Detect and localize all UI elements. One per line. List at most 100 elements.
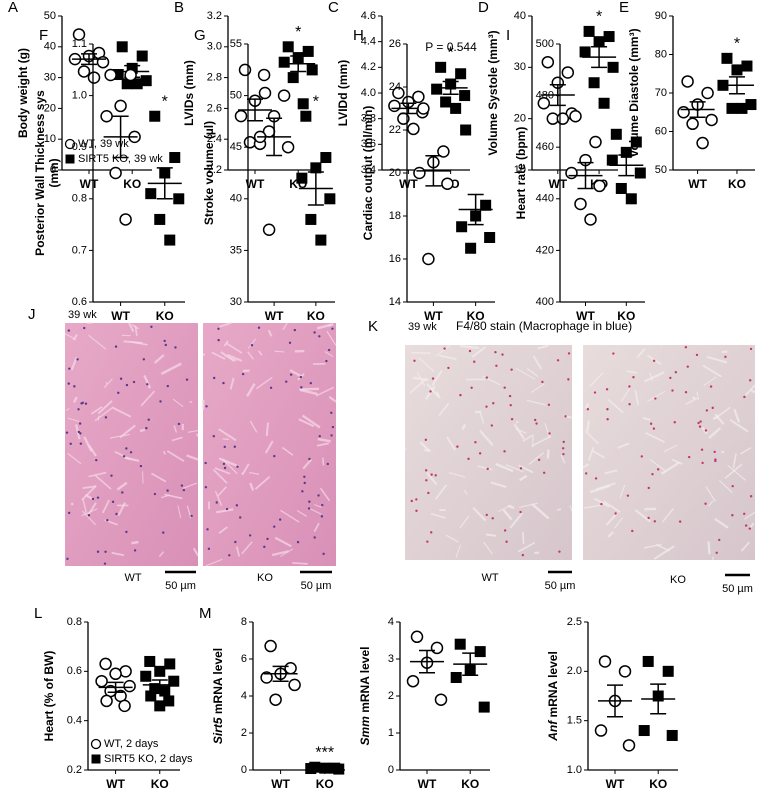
y-tick-label: 3 (388, 653, 394, 665)
data-point (95, 674, 108, 688)
tissue-fiber (517, 542, 536, 553)
nucleus (697, 421, 700, 425)
nucleus (300, 386, 303, 389)
nucleus (248, 534, 252, 537)
nucleus (313, 536, 316, 539)
data-point (243, 136, 257, 149)
tissue-fiber (426, 472, 438, 486)
nucleus (313, 331, 316, 334)
nucleus (117, 391, 120, 395)
data-point (104, 68, 117, 82)
data-point (123, 679, 136, 693)
tissue-fiber (435, 344, 452, 357)
y-tick-label: 22 (389, 124, 401, 136)
sem-bar (650, 683, 667, 715)
tissue-fiber (522, 532, 525, 545)
tissue-fiber (267, 329, 273, 337)
data-point (109, 667, 122, 681)
x-tick-label: KO (123, 177, 141, 191)
annotation: * (734, 36, 740, 53)
nucleus (584, 472, 588, 475)
nucleus (701, 461, 704, 465)
panel-label: K (368, 318, 378, 335)
nucleus (686, 365, 689, 368)
x-tick-label: WT (424, 309, 443, 323)
y-label-text: mRNA level (211, 648, 225, 718)
nucleus (684, 391, 688, 394)
nucleus (289, 373, 293, 376)
histology-image (583, 345, 755, 560)
nucleus (509, 403, 512, 407)
nucleus (217, 327, 220, 331)
tissue-fiber (589, 372, 604, 387)
data-point (234, 109, 248, 123)
legend-marker (65, 154, 75, 164)
tissue-fiber (446, 436, 457, 451)
tissue-fiber (482, 375, 501, 386)
sem-bar (577, 161, 594, 190)
data-point (541, 55, 555, 69)
nucleus (709, 385, 713, 388)
legend-marker (91, 754, 101, 764)
nucleus (145, 426, 148, 430)
sem-bar (591, 46, 608, 69)
tissue-fiber (139, 428, 146, 433)
data-point (579, 46, 591, 58)
data-point (277, 89, 291, 102)
tissue-fiber (236, 546, 240, 557)
nucleus (325, 359, 328, 363)
tissue-fiber (644, 371, 665, 383)
nucleus (76, 358, 79, 361)
tissue-fiber (215, 508, 234, 514)
data-point (87, 71, 101, 84)
tissue-fiber (280, 509, 300, 523)
data-point (701, 86, 714, 100)
tissue-fiber (706, 355, 728, 364)
annotation: * (313, 93, 319, 110)
nucleus (69, 442, 72, 445)
nucleus (83, 326, 86, 330)
data-point (124, 68, 137, 82)
nucleus (322, 552, 325, 556)
data-point (638, 725, 650, 737)
nucleus (239, 516, 242, 519)
tissue-fiber (708, 500, 714, 507)
nucleus (309, 381, 312, 385)
data-point (154, 213, 166, 225)
tissue-fiber (218, 526, 228, 534)
nucleus (426, 540, 429, 543)
tissue-fiber (655, 543, 670, 552)
x-tick-label: WT (111, 309, 130, 323)
data-point (618, 665, 632, 678)
y-axis-label: Heart (% of BW) (42, 651, 56, 742)
nucleus (415, 498, 418, 501)
data-point (100, 694, 113, 708)
tissue-fiber (430, 512, 446, 519)
tissue-fiber (271, 550, 289, 557)
nucleus (567, 352, 571, 355)
tissue-fiber (249, 471, 260, 475)
nucleus (132, 380, 136, 384)
nucleus (331, 327, 334, 330)
nucleus (320, 515, 324, 518)
nucleus (653, 520, 656, 523)
tissue-fiber (94, 407, 113, 422)
nucleus (190, 514, 193, 518)
tissue-fiber (143, 374, 152, 389)
nucleus (651, 472, 654, 476)
x-tick-label: KO (156, 309, 174, 323)
y-tick-label: 20 (514, 113, 526, 125)
gene-name: Anf (546, 720, 560, 742)
tissue-fiber (195, 433, 199, 437)
nucleus (174, 346, 177, 349)
nucleus (478, 452, 482, 455)
nucleus (447, 366, 450, 370)
y-tick-label: 0.8 (72, 193, 87, 205)
data-point (100, 109, 113, 123)
data-point (434, 693, 448, 706)
nucleus (704, 502, 707, 505)
y-axis-label: LVIDs (mm) (182, 60, 196, 126)
data-point (388, 99, 401, 113)
x-tick-label: WT (548, 177, 567, 191)
data-point (410, 630, 424, 644)
